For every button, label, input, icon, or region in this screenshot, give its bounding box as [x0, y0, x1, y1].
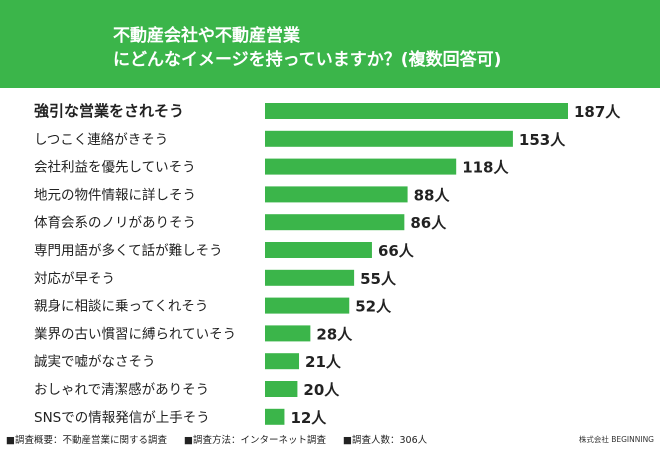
- bar: [265, 325, 311, 342]
- value-label: 20人: [303, 381, 340, 399]
- value-label: 86人: [410, 214, 447, 232]
- title-line-1: 不動産会社や不動産営業: [113, 26, 300, 46]
- survey-method-note: ■調査方法：インターネット調査: [184, 435, 326, 446]
- bar: [265, 269, 355, 286]
- bar: [265, 242, 372, 258]
- value-label: 28人: [316, 325, 353, 343]
- category-label: 親身に相談に乗ってくれそう: [34, 299, 208, 315]
- value-label: 21人: [305, 353, 342, 371]
- category-label: おしゃれで清潔感がありそう: [34, 381, 209, 398]
- value-label: 153人: [519, 131, 566, 149]
- bar: [265, 297, 350, 314]
- category-label: しつこく連絡がきそう: [34, 132, 168, 148]
- bar: [265, 353, 300, 370]
- category-label: 会社利益を優先していそう: [34, 160, 196, 176]
- category-label: 専門用語が多くて話が難しそう: [34, 242, 223, 259]
- value-label: 118人: [462, 159, 509, 177]
- company-credit: 株式会社 BEGINNING: [578, 435, 654, 444]
- value-label: 187人: [574, 103, 621, 121]
- category-label: SNSでの情報発信が上手そう: [34, 410, 210, 426]
- category-label: 地元の物件情報に詳しそう: [34, 187, 196, 203]
- category-label: 対応が早そう: [34, 271, 115, 287]
- category-label: 誠実で嘘がなさそう: [34, 354, 156, 370]
- survey-overview-note: ■調査概要：不動産営業に関する調査: [6, 435, 167, 446]
- survey-count-note: ■調査人数：306人: [343, 435, 428, 446]
- bar: [265, 186, 408, 203]
- value-label: 88人: [414, 186, 451, 204]
- bar: [265, 408, 285, 425]
- category-label: 強引な営業をされそう: [34, 102, 184, 120]
- bar: [265, 381, 298, 397]
- value-label: 66人: [378, 242, 415, 260]
- survey-footer: ■調査概要：不動産営業に関する調査 ■調査方法：インターネット調査 ■調査人数：…: [6, 432, 654, 448]
- title-banner: 不動産会社や不動産営業 にどんなイメージを持っていますか？(複数回答可): [0, 0, 660, 88]
- category-label: 体育会系のノリがありそう: [34, 215, 196, 231]
- bar: [265, 214, 405, 231]
- value-label: 52人: [355, 298, 392, 316]
- category-label: 業界の古い慣習に縛られていそう: [34, 325, 236, 342]
- value-label: 55人: [360, 270, 397, 288]
- bar: [265, 130, 513, 147]
- value-label: 12人: [290, 409, 327, 427]
- bar: [265, 158, 457, 175]
- title-line-2: にどんなイメージを持っていますか？(複数回答可): [113, 50, 502, 70]
- bar: [265, 103, 568, 119]
